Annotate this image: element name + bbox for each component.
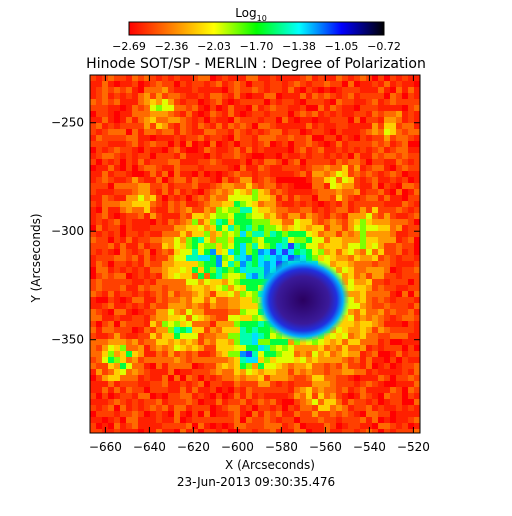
sunspot xyxy=(256,257,350,343)
y-axis-ticks: −250 −300 −350 xyxy=(51,116,420,347)
colorbar: Log10 −2.69 −2.36 −2.03 −1.70 −1.38 −1.05 −0.7… xyxy=(112,6,401,53)
x-tick-label: −660 xyxy=(89,440,122,454)
chart-title: Hinode SOT/SP - MERLIN : Degree of Polar… xyxy=(86,56,426,72)
x-tick-label: −580 xyxy=(265,440,298,454)
colorbar-tick-label: −2.03 xyxy=(197,40,231,53)
x-tick-label: −560 xyxy=(309,440,342,454)
colorbar-tick-label: −2.36 xyxy=(155,40,189,53)
plot-frame xyxy=(89,74,421,434)
y-tick-label: −300 xyxy=(51,224,84,238)
colorbar-tick-label: −2.69 xyxy=(112,40,146,53)
x-tick-label: −520 xyxy=(397,440,430,454)
colorbar-tick-label: −1.38 xyxy=(282,40,316,53)
x-axis-label: X (Arcseconds) xyxy=(225,458,315,472)
heatmap-image xyxy=(90,75,420,433)
colorbar-tick-label: −1.70 xyxy=(240,40,274,53)
x-tick-label: −640 xyxy=(133,440,166,454)
x-axis-ticks: −660 −640 −620 −600 −580 −560 −540 −520 xyxy=(89,75,430,454)
x-tick-label: −540 xyxy=(353,440,386,454)
observation-timestamp: 23-Jun-2013 09:30:35.476 xyxy=(177,475,335,489)
x-tick-label: −620 xyxy=(177,440,210,454)
colorbar-tick-label: −0.72 xyxy=(367,40,401,53)
y-axis-label: Y (Arcseconds) xyxy=(29,213,43,303)
colorbar-gradient xyxy=(128,21,385,36)
colorbar-ticks: −2.69 −2.36 −2.03 −1.70 −1.38 −1.05 −0.72 xyxy=(112,40,401,53)
y-tick-label: −250 xyxy=(51,116,84,130)
y-tick-label: −350 xyxy=(51,333,84,347)
colorbar-label: Log10 xyxy=(235,6,267,23)
colorbar-label-main: Log xyxy=(235,6,256,20)
colorbar-tick-label: −1.05 xyxy=(325,40,359,53)
x-tick-label: −600 xyxy=(221,440,254,454)
colorbar-label-sub: 10 xyxy=(257,14,267,23)
